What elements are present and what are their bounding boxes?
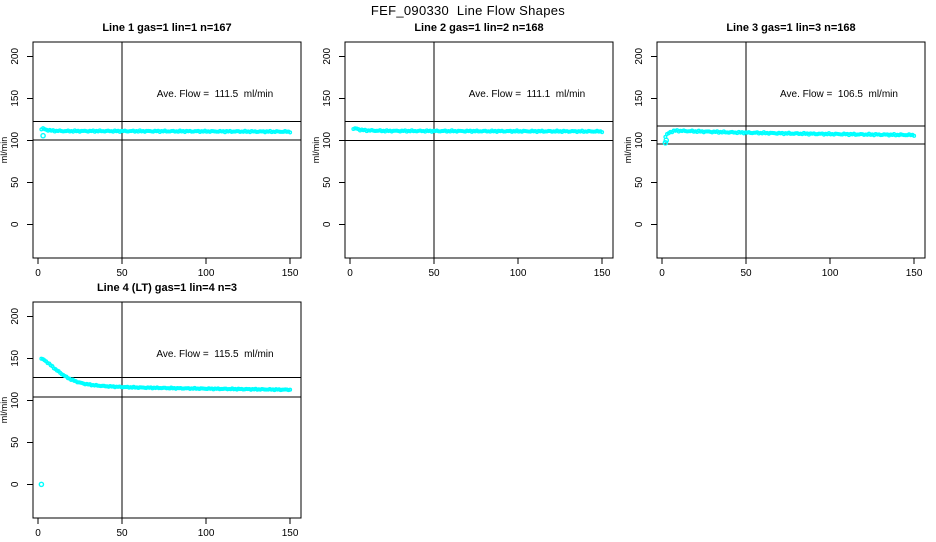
scatter-plot-line-4: 0 50 100 150 0 50 100 150 200 ml/min <box>0 301 302 539</box>
svg-text:100: 100 <box>198 528 215 539</box>
svg-text:100: 100 <box>822 268 839 279</box>
svg-text:100: 100 <box>322 132 333 149</box>
panel-line-4-title: Line 4 (LT) gas=1 lin=4 n=3 <box>96 282 238 294</box>
svg-text:50: 50 <box>740 268 752 279</box>
svg-text:200: 200 <box>10 308 21 325</box>
svg-text:ml/min: ml/min <box>0 137 9 164</box>
svg-text:150: 150 <box>282 528 299 539</box>
svg-text:100: 100 <box>10 132 21 149</box>
svg-text:150: 150 <box>594 268 611 279</box>
svg-text:0: 0 <box>10 481 21 487</box>
svg-text:50: 50 <box>10 176 21 188</box>
svg-text:100: 100 <box>198 268 215 279</box>
ave-flow-annotation-line-1: Ave. Flow = 111.5 ml/min <box>156 89 274 100</box>
svg-text:100: 100 <box>634 132 645 149</box>
svg-text:0: 0 <box>10 221 21 227</box>
svg-text:150: 150 <box>322 90 333 107</box>
panel-line-2: Line 2 gas=1 lin=2 n=168 Ave. Flow = 111… <box>312 20 624 282</box>
svg-text:50: 50 <box>116 528 128 539</box>
figure-title: FEF_090330 Line Flow Shapes <box>370 3 566 18</box>
svg-text:100: 100 <box>510 268 527 279</box>
panel-line-4: Line 4 (LT) gas=1 lin=4 n=3 Ave. Flow = … <box>0 280 312 542</box>
ave-flow-annotation-line-2: Ave. Flow = 111.1 ml/min <box>468 89 586 100</box>
svg-text:150: 150 <box>906 268 923 279</box>
svg-text:200: 200 <box>10 48 21 65</box>
panel-line-1-title: Line 1 gas=1 lin=1 n=167 <box>102 22 232 34</box>
svg-text:50: 50 <box>10 436 21 448</box>
svg-text:150: 150 <box>282 268 299 279</box>
svg-text:0: 0 <box>35 268 41 279</box>
panel-line-3-title: Line 3 gas=1 lin=3 n=168 <box>726 22 856 34</box>
svg-text:ml/min: ml/min <box>0 397 9 424</box>
svg-text:100: 100 <box>10 392 21 409</box>
svg-text:50: 50 <box>634 176 645 188</box>
svg-text:50: 50 <box>428 268 440 279</box>
svg-text:150: 150 <box>10 90 21 107</box>
scatter-plot-line-1: 0 50 100 150 0 50 100 150 200 ml/min <box>0 41 302 279</box>
panel-line-2-title: Line 2 gas=1 lin=2 n=168 <box>414 22 544 34</box>
panel-line-3: Line 3 gas=1 lin=3 n=168 Ave. Flow = 106… <box>624 20 936 282</box>
svg-text:ml/min: ml/min <box>624 137 633 164</box>
ave-flow-annotation-line-4: Ave. Flow = 115.5 ml/min <box>156 349 274 360</box>
scatter-plot-line-2: 0 50 100 150 0 50 100 150 200 ml/min <box>312 41 614 279</box>
svg-text:ml/min: ml/min <box>312 137 321 164</box>
svg-text:150: 150 <box>634 90 645 107</box>
svg-text:50: 50 <box>116 268 128 279</box>
svg-text:0: 0 <box>634 221 645 227</box>
svg-text:0: 0 <box>35 528 41 539</box>
svg-text:0: 0 <box>322 221 333 227</box>
svg-text:200: 200 <box>634 48 645 65</box>
svg-text:0: 0 <box>659 268 665 279</box>
svg-text:200: 200 <box>322 48 333 65</box>
panel-line-1: Line 1 gas=1 lin=1 n=167 Ave. Flow = 111… <box>0 20 312 282</box>
svg-text:50: 50 <box>322 176 333 188</box>
scatter-plot-line-3: 0 50 100 150 0 50 100 150 200 ml/min <box>624 41 926 279</box>
svg-text:0: 0 <box>347 268 353 279</box>
ave-flow-annotation-line-3: Ave. Flow = 106.5 ml/min <box>780 89 898 100</box>
svg-text:150: 150 <box>10 350 21 367</box>
